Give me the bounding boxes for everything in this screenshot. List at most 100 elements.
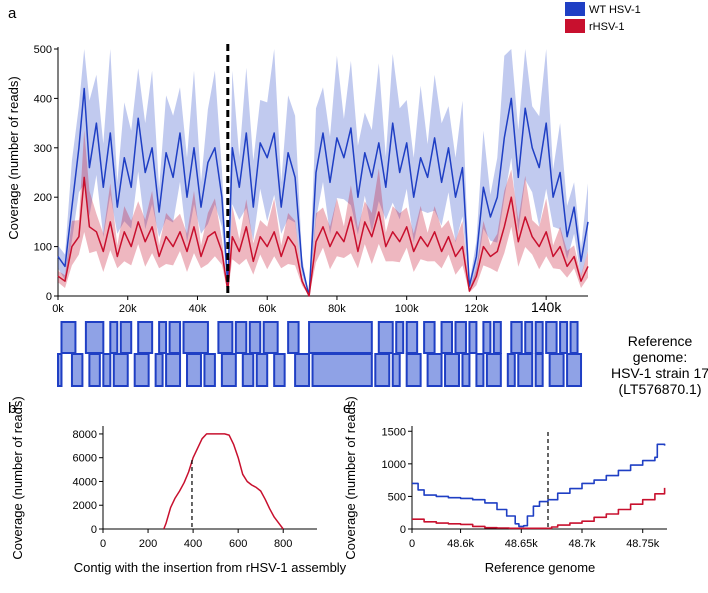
panel-b-y-tick-label: 2000 <box>73 500 97 512</box>
panel-a-chart: 0 100 200 300 400 500 0k 20k 40k 60k 80k 100k 120k 14… <box>34 44 589 315</box>
panel-a-series-r <box>57 176 589 297</box>
panel-c-x-tick-label: 48.65k <box>505 538 539 550</box>
genome-feature <box>57 353 63 387</box>
panel-a-x-tick-label: 60k <box>258 303 276 315</box>
genome-feature <box>377 321 394 354</box>
genome-feature <box>255 353 269 387</box>
genome-feature <box>566 353 583 387</box>
panel-a-y-tick-label: 0 <box>46 291 52 303</box>
genome-feature <box>444 353 460 387</box>
panel-c-y-tick-label: 1500 <box>382 426 406 438</box>
panel-a-y-tick-label: 100 <box>34 242 52 254</box>
panel-a-x-tick-label: 100k <box>395 303 419 315</box>
panel-a-y-tick-label: 400 <box>34 93 52 105</box>
genome-feature <box>60 321 77 354</box>
panel-c-x-tick-label: 48.6k <box>447 538 474 550</box>
genome-feature <box>548 353 565 387</box>
panel-b-y-tick-label: 0 <box>91 524 97 536</box>
panel-b-y-tick-label: 4000 <box>73 476 97 488</box>
genome-map <box>57 321 583 387</box>
legend-r-swatch <box>565 19 585 33</box>
genome-feature <box>475 353 485 387</box>
genome-feature <box>559 321 569 354</box>
panel-a-x-tick-label: 80k <box>328 303 346 315</box>
genome-feature <box>102 353 112 387</box>
panel-a-x-tick-label: 140k <box>531 299 562 315</box>
panel-b-chart: 0 2000 4000 6000 8000 0 200 400 600 800 <box>73 426 317 550</box>
genome-feature <box>119 321 133 354</box>
genome-feature <box>311 353 373 387</box>
genome-feature <box>405 321 419 354</box>
panel-a-series-wt <box>57 87 589 297</box>
panel-b-x-tick-label: 400 <box>184 538 202 550</box>
genome-feature <box>294 353 311 387</box>
genome-feature <box>534 321 544 354</box>
panel-a-band-0 <box>58 49 588 296</box>
genome-feature <box>168 321 182 354</box>
panel-c-label: c <box>343 400 351 417</box>
panel-c-x-tick-label: 48.75k <box>626 538 660 550</box>
panel-a-y-tick-label: 300 <box>34 143 52 155</box>
panel-c-x-tick-label: 0 <box>409 538 415 550</box>
genome-feature <box>395 321 405 354</box>
genome-feature <box>374 353 391 387</box>
genome-feature <box>468 321 478 354</box>
panel-b-x-tick-label: 800 <box>274 538 292 550</box>
panel-a-y-tick-label: 200 <box>34 192 52 204</box>
genome-feature <box>186 353 202 387</box>
panel-c-y-tick-label: 1000 <box>382 459 406 471</box>
panel-a-y-tick-label: 500 <box>34 44 52 56</box>
panel-b-ylabel-text: Coverage (number of reads) <box>10 396 25 559</box>
panel-b-x-tick-label: 0 <box>100 538 106 550</box>
panel-b-y-tick-label: 6000 <box>73 453 97 465</box>
legend-wt-swatch <box>565 2 585 16</box>
genome-feature <box>440 321 454 354</box>
panel-a-x-tick-label: 0k <box>52 303 64 315</box>
genome-feature <box>84 321 105 354</box>
genome-feature <box>510 321 523 354</box>
genome-label: Reference genome: HSV-1 strain 17 (LT576… <box>611 333 708 397</box>
genome-feature <box>273 353 286 387</box>
genome-feature <box>405 353 422 387</box>
genome-feature <box>220 353 237 387</box>
genome-feature <box>241 353 255 387</box>
genome-feature <box>70 353 84 387</box>
panel-c-series-wt <box>412 443 666 528</box>
genome-feature <box>137 321 154 354</box>
genome-label-line-2: genome: <box>633 349 687 365</box>
genome-feature <box>482 321 492 354</box>
panel-b-ylabel: Coverage (number of reads) <box>10 396 25 559</box>
panel-b-xlabel: Contig with the insertion from rHSV-1 as… <box>74 560 347 575</box>
panel-c-y-tick-label: 0 <box>400 524 406 536</box>
panel-c-x-tick-label: 48.7k <box>569 538 596 550</box>
panel-b-y-tick-label: 8000 <box>73 429 97 441</box>
genome-feature <box>262 321 279 354</box>
panel-b-label: b <box>8 400 16 417</box>
genome-feature <box>506 353 516 387</box>
genome-feature <box>203 353 216 387</box>
panel-a-label: a <box>8 5 17 22</box>
genome-feature <box>545 321 558 354</box>
panel-b-series-r <box>163 433 284 530</box>
genome-feature <box>112 353 129 387</box>
genome-feature <box>534 353 544 387</box>
genome-feature <box>158 321 168 354</box>
genome-feature <box>485 353 502 387</box>
genome-feature <box>569 321 579 354</box>
genome-feature <box>217 321 234 354</box>
panel-b-x-tick-label: 200 <box>139 538 157 550</box>
genome-feature <box>109 321 119 354</box>
panel-a-x-tick-label: 120k <box>464 303 488 315</box>
panel-c-ylabel: Coverage (number of reads) <box>343 396 358 559</box>
genome-feature <box>426 353 443 387</box>
panel-a-ylabel: Coverage (number of reads) <box>6 76 21 239</box>
genome-feature <box>492 321 502 354</box>
genome-feature <box>308 321 373 354</box>
genome-feature <box>517 353 534 387</box>
genome-feature <box>461 353 471 387</box>
genome-feature <box>154 353 164 387</box>
genome-feature <box>524 321 534 354</box>
genome-feature <box>133 353 150 387</box>
genome-feature <box>88 353 101 387</box>
